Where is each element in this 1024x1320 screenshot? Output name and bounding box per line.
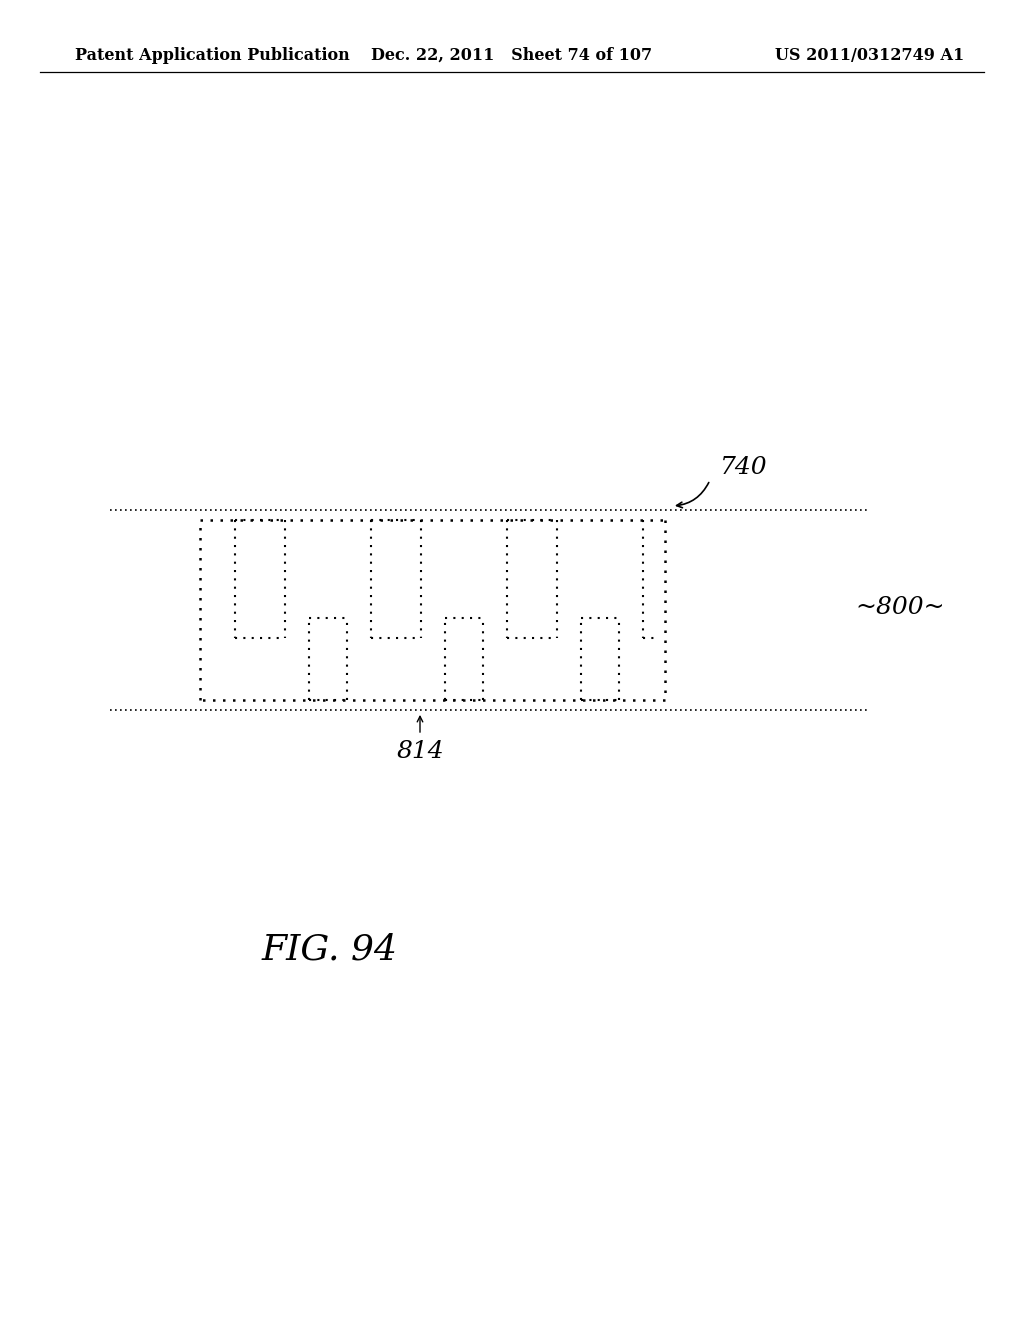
Text: Dec. 22, 2011   Sheet 74 of 107: Dec. 22, 2011 Sheet 74 of 107 — [372, 46, 652, 63]
Text: US 2011/0312749 A1: US 2011/0312749 A1 — [775, 46, 964, 63]
Text: FIG. 94: FIG. 94 — [262, 933, 398, 968]
Text: 740: 740 — [720, 457, 768, 479]
Text: Patent Application Publication: Patent Application Publication — [75, 46, 350, 63]
Text: 814: 814 — [396, 741, 443, 763]
Text: ~800~: ~800~ — [855, 597, 945, 619]
